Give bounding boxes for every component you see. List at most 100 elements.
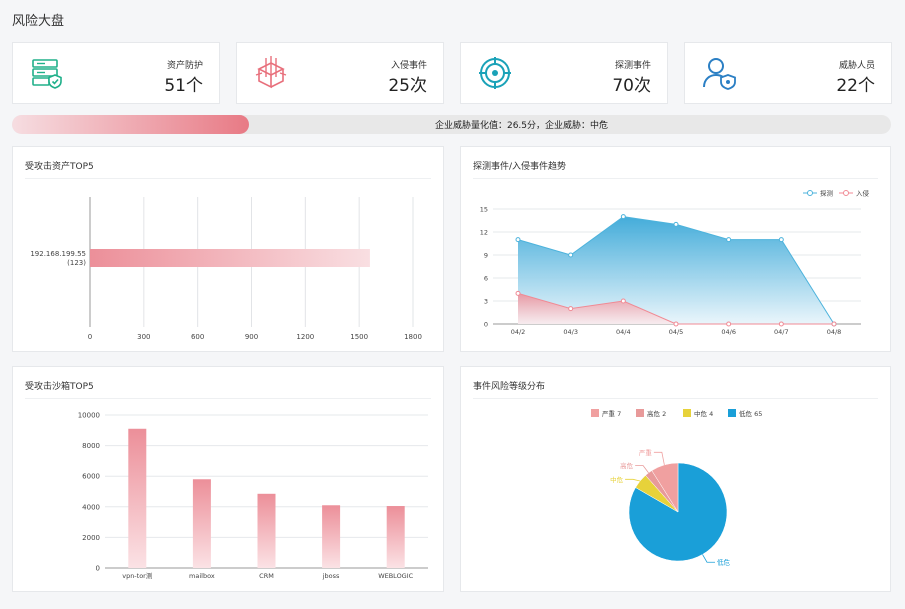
- page-title: 风险大盘: [12, 14, 65, 29]
- x-tick-label: CRM: [259, 572, 274, 580]
- y-tick-label: (123): [67, 259, 86, 267]
- stat-label: 入侵事件: [390, 61, 427, 71]
- bar: [128, 428, 147, 568]
- x-tick-label: 0: [88, 333, 92, 341]
- legend-label: 中危 4: [694, 409, 713, 418]
- stat-card-intrusion[interactable]: 入侵事件 25次: [236, 42, 444, 104]
- x-tick-label: 04/7: [774, 328, 789, 336]
- stat-label: 威胁人员: [838, 61, 875, 71]
- y-tick-label: 8000: [82, 442, 100, 450]
- x-tick-label: 04/4: [616, 328, 631, 336]
- legend-label: 探测: [820, 189, 834, 198]
- x-tick-label: WEBLOGIC: [378, 572, 413, 580]
- stat-label: 资产防护: [166, 61, 203, 71]
- bar: [322, 505, 341, 568]
- series-area: [518, 216, 834, 324]
- pie-slice: [651, 462, 679, 513]
- data-point: [620, 298, 626, 304]
- stat-card-threat-users[interactable]: 威胁人员 22个: [684, 42, 892, 104]
- user-shield-icon: [703, 58, 736, 90]
- intrusion-box-icon: [255, 56, 287, 89]
- legend-label: 入侵: [856, 189, 870, 198]
- series-area: [518, 293, 834, 324]
- data-point: [726, 321, 732, 327]
- legend-marker: [843, 190, 849, 196]
- x-tick-label: 04/3: [563, 328, 578, 336]
- stat-value: 22个: [836, 76, 875, 96]
- x-tick-label: jboss: [322, 572, 340, 580]
- panel-title: 受攻击资产TOP5: [25, 162, 94, 172]
- x-tick-label: 300: [137, 333, 150, 341]
- threat-score-fill: [12, 115, 250, 134]
- legend-swatch: [683, 409, 691, 417]
- divider: [473, 178, 878, 179]
- data-point: [568, 252, 574, 258]
- x-tick-label: 04/5: [669, 328, 684, 336]
- legend-swatch: [728, 409, 736, 417]
- data-point: [515, 237, 521, 243]
- data-point: [620, 214, 626, 220]
- label-leader: [625, 478, 641, 482]
- trend-chart: 0 3 6 9 12 15 04/2 04/3 04/4 04/5 04/6 04/7 04/8 探测 入侵: [480, 189, 870, 337]
- legend-label: 高危 2: [647, 409, 666, 418]
- x-tick-label: 600: [191, 333, 204, 341]
- y-tick-label: 0: [484, 321, 488, 329]
- sandbox-top5-chart: 0 2000 4000 6000 8000 10000 vpn-tor测 mailbox CRM…: [78, 412, 428, 580]
- legend-label: 低危 65: [739, 409, 762, 418]
- slice-label: 低危: [717, 558, 731, 567]
- bar: [386, 506, 405, 568]
- stat-card-detection[interactable]: 探测事件 70次: [460, 42, 668, 104]
- y-tick-label: 9: [484, 252, 488, 260]
- y-tick-label: 15: [480, 206, 488, 214]
- stat-value: 51个: [164, 76, 203, 96]
- y-tick-label: 0: [96, 565, 100, 573]
- y-tick-label: 6000: [82, 473, 100, 481]
- panel-title: 探测事件/入侵事件趋势: [473, 162, 567, 172]
- legend-swatch: [636, 409, 644, 417]
- legend-label: 严重 7: [602, 410, 621, 418]
- label-leader: [635, 465, 649, 474]
- stat-value: 70次: [612, 76, 651, 96]
- stat-label: 探测事件: [614, 61, 651, 71]
- slice-label: 中危: [610, 475, 624, 484]
- x-tick-label: mailbox: [189, 572, 215, 580]
- panel-title: 受攻击沙箱TOP5: [25, 382, 94, 392]
- x-tick-label: 04/8: [827, 328, 842, 336]
- threat-score-bar: 企业威胁量化值：26.5分，企业威胁：中危: [12, 115, 891, 134]
- divider: [25, 178, 431, 179]
- y-tick-label: 6: [484, 275, 488, 283]
- x-tick-label: vpn-tor测: [122, 572, 153, 580]
- stat-card-assets[interactable]: 资产防护 51个: [12, 42, 220, 104]
- data-point: [778, 321, 784, 327]
- stat-value: 25次: [388, 76, 427, 96]
- x-tick-label: 1800: [404, 333, 422, 341]
- divider: [473, 398, 878, 399]
- data-point: [831, 321, 837, 327]
- legend-swatch: [591, 409, 599, 417]
- target-scan-icon: [479, 57, 511, 89]
- panel-sandbox-top5: 受攻击沙箱TOP5 0 2000 4000 6000 8000 10000 vpn-tor测…: [12, 366, 444, 592]
- y-tick-label: 10000: [78, 412, 100, 420]
- x-tick-label: 1200: [296, 333, 314, 341]
- panel-asset-top5: 受攻击资产TOP5 0 300 600 900 1200 1500 1800 192.168.…: [12, 146, 444, 352]
- threat-score-text: 企业威胁量化值：26.5分，企业威胁：中危: [434, 121, 609, 131]
- y-tick-label: 4000: [82, 503, 100, 511]
- data-point: [568, 306, 574, 312]
- asset-top5-chart: 0 300 600 900 1200 1500 1800 192.168.199.55(123…: [30, 197, 422, 341]
- data-point: [726, 237, 732, 243]
- panel-risk-distribution: 事件风险等级分布 严重 7 高危 2 中危 4 低危 65 低危 中危 高危 严重: [460, 366, 891, 592]
- x-tick-label: 900: [245, 333, 258, 341]
- label-leader: [653, 451, 665, 466]
- data-point: [778, 237, 784, 243]
- label-leader: [702, 554, 715, 563]
- bar: [90, 249, 370, 267]
- x-tick-label: 04/2: [511, 328, 526, 336]
- slice-label: 严重: [639, 449, 653, 457]
- x-tick-label: 1500: [350, 333, 368, 341]
- y-tick-label: 12: [480, 229, 488, 237]
- y-tick-label: 192.168.199.55: [30, 250, 86, 258]
- data-point: [673, 321, 679, 327]
- data-point: [673, 221, 679, 227]
- y-tick-label: 2000: [82, 534, 100, 542]
